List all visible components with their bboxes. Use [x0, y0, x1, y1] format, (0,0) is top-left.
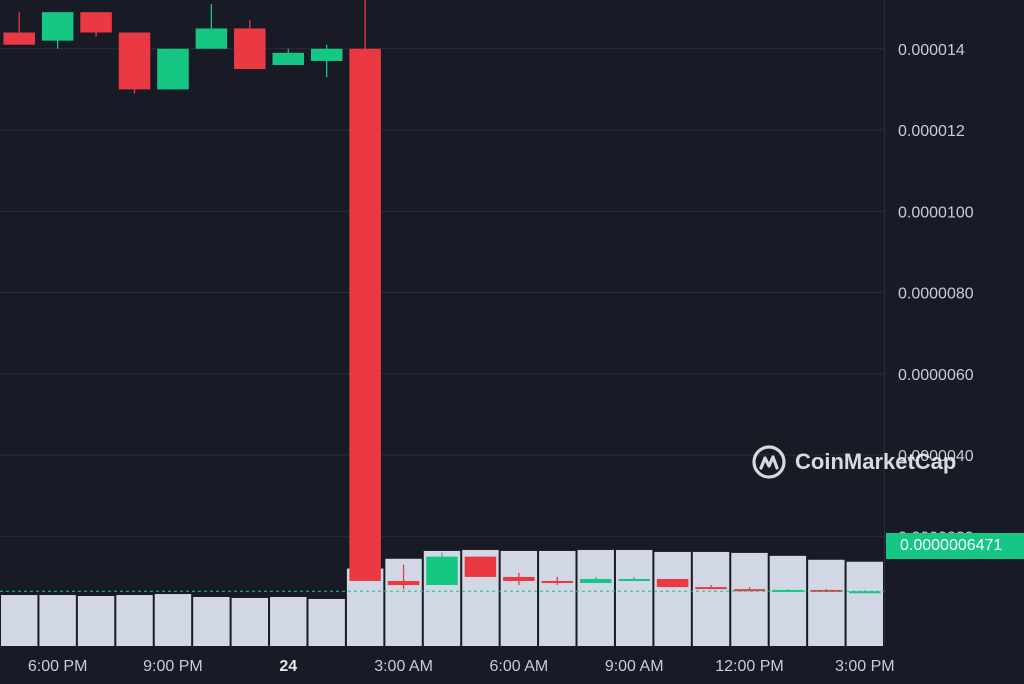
candle-up: [157, 48, 189, 90]
candle-down: [118, 32, 151, 90]
volume-bar: [231, 597, 269, 646]
volume-bar: [500, 550, 538, 646]
y-tick-label: 0.0000100: [898, 204, 974, 221]
volume-bar: [154, 594, 192, 646]
volume-bar: [654, 551, 691, 646]
volume-bar: [346, 568, 384, 646]
candle-up: [849, 591, 881, 594]
x-tick-label: 24: [279, 658, 297, 675]
grid-layer: [0, 0, 885, 646]
candle-layer: [3, 0, 881, 594]
volume-bar: [539, 550, 576, 646]
coinmarketcap-watermark: CoinMarketCap: [751, 444, 956, 480]
candle-down: [349, 48, 381, 581]
candle-up: [426, 556, 458, 586]
candle-down: [733, 589, 766, 592]
y-tick-label: 0.0000080: [898, 286, 974, 303]
last-price-badge: 0.0000006471: [886, 533, 1024, 559]
candle-down: [656, 578, 689, 588]
candle-down: [541, 580, 574, 584]
y-tick-label: 0.0000040: [898, 448, 974, 465]
x-tick-label: 9:00 AM: [605, 658, 664, 675]
volume-bar: [308, 598, 345, 646]
candle-down: [695, 587, 727, 590]
volume-bar: [692, 551, 730, 646]
volume-bar: [116, 595, 153, 646]
candle-up: [310, 48, 343, 61]
y-tick-label: 0.0000060: [898, 367, 974, 384]
y-tick-label: 0.000014: [898, 42, 965, 59]
candle-up: [272, 52, 305, 66]
candle-up: [618, 578, 650, 581]
x-tick-label: 6:00 AM: [490, 658, 549, 675]
volume-bar: [77, 596, 115, 646]
x-tick-label: 3:00 AM: [374, 658, 433, 675]
volume-bar: [846, 561, 883, 646]
volume-bar: [270, 597, 307, 646]
volume-bar: [39, 595, 76, 646]
candle-down: [810, 589, 843, 592]
x-tick-label: 12:00 PM: [715, 658, 783, 675]
volume-bar: [808, 559, 845, 646]
candle-down: [503, 576, 535, 581]
volume-bar: [769, 555, 807, 646]
x-tick-label: 6:00 PM: [28, 658, 88, 675]
candle-up: [579, 578, 612, 584]
volume-layer: [1, 549, 883, 646]
candle-up: [41, 12, 74, 41]
candle-down: [3, 32, 35, 45]
watermark-text: CoinMarketCap: [795, 449, 957, 474]
x-tick-label: 3:00 PM: [835, 658, 895, 675]
x-axis: 6:00 PM 9:00 PM 24 3:00 AM 6:00 AM 9:00 AM 12:…: [28, 658, 895, 675]
x-tick-label: 9:00 PM: [143, 658, 203, 675]
candle-down: [464, 556, 497, 577]
last-price-label: 0.0000006471: [900, 537, 1003, 554]
volume-bar: [193, 597, 230, 646]
y-tick-label: 0.000012: [898, 123, 965, 140]
volume-bar: [731, 552, 768, 646]
candle-down: [80, 12, 112, 33]
coinmarketcap-logo-icon: [752, 445, 786, 479]
volume-bar: [1, 595, 38, 646]
volume-bar: [577, 549, 614, 646]
y-axis: 0.00000200.00000400.00000600.00000800.00…: [898, 42, 974, 547]
volume-bar: [615, 549, 653, 646]
candle-down: [234, 28, 266, 70]
candle-down: [387, 580, 420, 586]
candle-up: [195, 28, 228, 49]
